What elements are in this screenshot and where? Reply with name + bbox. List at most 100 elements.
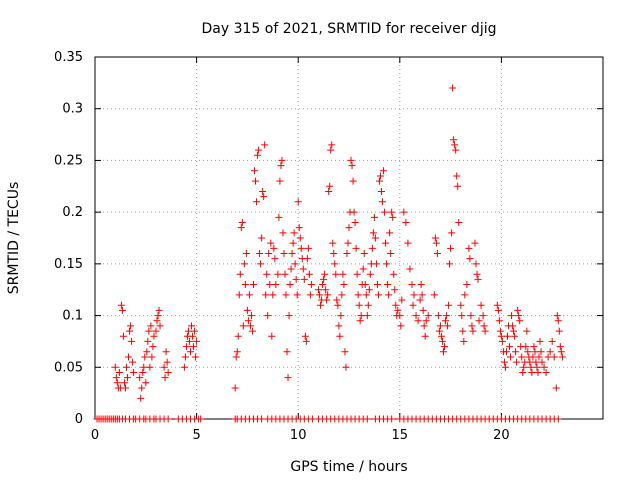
data-point xyxy=(185,337,193,345)
data-point xyxy=(516,317,524,325)
data-point xyxy=(363,312,371,320)
data-point xyxy=(119,332,127,340)
data-point xyxy=(277,162,285,170)
data-point xyxy=(498,337,506,345)
data-point xyxy=(475,317,483,325)
data-point xyxy=(446,260,454,268)
data-point xyxy=(416,296,424,304)
data-point xyxy=(316,291,324,299)
data-point xyxy=(125,353,133,361)
y-tick-labels: 0 0.05 0.1 0.15 0.2 0.25 0.3 0.35 xyxy=(54,50,83,427)
data-point xyxy=(269,291,277,299)
data-point xyxy=(473,270,481,278)
data-point xyxy=(117,301,125,309)
data-point xyxy=(431,234,439,242)
data-point xyxy=(546,348,554,356)
data-point xyxy=(256,250,264,258)
data-point xyxy=(535,353,543,361)
data-point xyxy=(147,322,155,330)
data-point xyxy=(522,343,530,351)
data-point xyxy=(130,368,138,376)
data-point xyxy=(244,317,252,325)
y-tick-label: 0.35 xyxy=(54,50,83,65)
data-point xyxy=(526,358,534,366)
data-point xyxy=(355,301,363,309)
data-point xyxy=(257,260,265,268)
data-point xyxy=(284,374,292,382)
data-point xyxy=(328,141,336,149)
data-point xyxy=(359,265,367,273)
data-point xyxy=(271,255,279,263)
data-point xyxy=(304,244,312,252)
data-point xyxy=(112,374,120,382)
data-point xyxy=(422,317,430,325)
data-point xyxy=(532,358,540,366)
y-tick-label: 0 xyxy=(75,412,83,427)
data-point xyxy=(500,358,508,366)
data-point xyxy=(193,337,201,345)
data-point xyxy=(382,239,390,247)
data-point xyxy=(302,337,310,345)
data-point xyxy=(497,332,505,340)
data-point xyxy=(398,296,406,304)
data-point xyxy=(458,312,466,320)
data-point xyxy=(434,312,442,320)
data-point xyxy=(379,198,387,206)
data-point xyxy=(252,177,260,185)
data-point xyxy=(511,332,519,340)
data-point xyxy=(188,322,196,330)
data-point xyxy=(515,312,523,320)
data-point xyxy=(280,250,288,258)
data-point xyxy=(519,368,527,376)
data-point xyxy=(161,374,169,382)
data-point xyxy=(278,156,286,164)
data-point xyxy=(444,322,452,330)
data-point xyxy=(261,141,269,149)
data-point xyxy=(259,187,267,195)
data-point xyxy=(463,281,471,289)
data-point xyxy=(286,281,294,289)
data-point xyxy=(287,265,295,273)
data-point xyxy=(154,312,162,320)
data-point xyxy=(291,260,299,268)
data-point xyxy=(242,250,250,258)
data-point xyxy=(303,255,311,263)
data-point xyxy=(366,270,374,278)
data-point xyxy=(258,234,266,242)
data-point xyxy=(387,250,395,258)
data-point xyxy=(518,353,526,361)
data-point xyxy=(432,239,440,247)
data-point xyxy=(343,250,351,258)
data-point xyxy=(240,260,248,268)
data-point xyxy=(325,187,333,195)
data-point xyxy=(150,332,158,340)
data-point xyxy=(502,348,510,356)
data-point xyxy=(307,281,315,289)
x-axis-label: GPS time / hours xyxy=(290,459,407,475)
data-point xyxy=(531,348,539,356)
data-point xyxy=(506,343,514,351)
data-point xyxy=(129,358,137,366)
data-point xyxy=(255,146,263,154)
data-point xyxy=(339,270,347,278)
data-point xyxy=(239,322,247,330)
data-point xyxy=(153,317,161,325)
data-point xyxy=(300,275,308,283)
data-point xyxy=(149,343,157,351)
data-point xyxy=(245,291,253,299)
data-point xyxy=(262,291,270,299)
data-point xyxy=(235,291,243,299)
data-point xyxy=(347,156,355,164)
data-point xyxy=(524,348,532,356)
data-point xyxy=(435,327,443,335)
data-point xyxy=(332,270,340,278)
data-point xyxy=(536,337,544,345)
data-point xyxy=(389,213,397,221)
data-point xyxy=(156,322,164,330)
data-point xyxy=(320,275,328,283)
data-point xyxy=(369,229,377,237)
data-point xyxy=(260,193,268,201)
data-point xyxy=(419,306,427,314)
data-point xyxy=(443,312,451,320)
